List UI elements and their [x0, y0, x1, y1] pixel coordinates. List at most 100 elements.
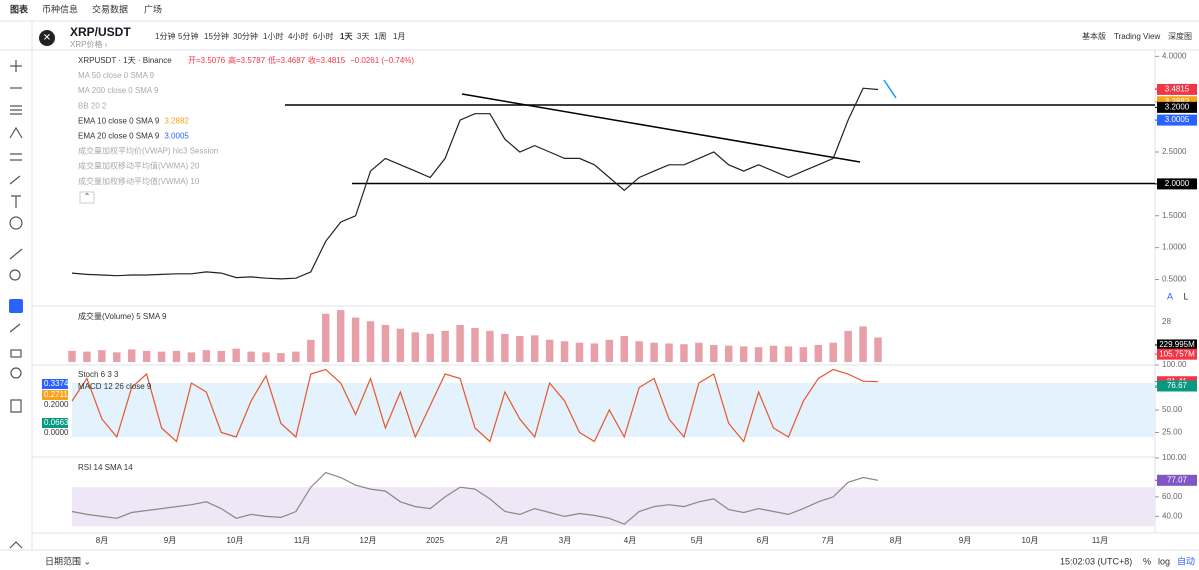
volume-bar — [680, 344, 688, 362]
macd-tag-label: 0.0663 — [44, 418, 69, 427]
x-axis-label: 11月 — [1092, 536, 1108, 545]
indicator-name: EMA 20 close 0 SMA 9 — [78, 132, 160, 141]
axis-tag — [1157, 348, 1197, 360]
tool-pencil[interactable] — [9, 323, 21, 333]
ohlc-change: −0.0261 (−0.74%) — [350, 56, 414, 65]
stoch-line — [71, 368, 879, 443]
x-axis-label: 9月 — [959, 536, 971, 545]
footer-range[interactable]: 日期范围 ⌄ — [45, 555, 91, 566]
tool-pattern[interactable] — [9, 126, 23, 139]
y-tick-label: 40.00 — [1162, 511, 1183, 520]
x-axis-label: 2025 — [426, 536, 444, 545]
drawn-trend-line — [461, 93, 861, 163]
symbol-sub[interactable]: XRP价格 › — [70, 39, 108, 49]
volume-bar — [471, 327, 479, 362]
axis-tag-label: 2.0000 — [1165, 179, 1190, 188]
tool-trash[interactable] — [10, 399, 22, 413]
view-button[interactable]: 深度图 — [1168, 31, 1192, 41]
interval-button[interactable]: 1周 — [374, 32, 386, 41]
scale-button[interactable]: L — [1183, 291, 1188, 301]
symbol-name[interactable]: XRP/USDT — [70, 25, 131, 39]
y-tick-label: 1.5000 — [1162, 211, 1187, 220]
macd-tag-label: 0.3374 — [44, 379, 69, 388]
volume-bar — [859, 326, 867, 362]
stoch-band — [72, 383, 1155, 437]
footer-pct[interactable]: % — [1143, 556, 1151, 566]
top-tab[interactable]: 币种信息 — [42, 3, 78, 14]
volume-bar — [754, 347, 763, 362]
axis-tag-label: 3.2882 — [1165, 97, 1190, 106]
tool-layers[interactable] — [9, 541, 23, 549]
macd-tag — [42, 428, 68, 438]
x-axis-label: 6月 — [757, 536, 769, 545]
tool-ruler[interactable] — [9, 248, 23, 260]
tool-fib[interactable] — [10, 153, 22, 161]
tool-text[interactable] — [11, 195, 21, 208]
tool-lock[interactable] — [10, 349, 22, 358]
interval-button[interactable]: 15分钟 — [204, 31, 229, 41]
interval-button[interactable]: 3天 — [357, 32, 369, 41]
volume-bar — [426, 333, 434, 362]
volume-bar — [277, 353, 285, 362]
interval-button[interactable]: 1小时 — [263, 31, 283, 41]
tool-channel[interactable] — [10, 105, 22, 115]
interval-button[interactable]: 5分钟 — [178, 31, 198, 41]
top-tab[interactable]: 图表 — [10, 3, 29, 14]
interval-button[interactable]: 4小时 — [288, 31, 308, 41]
indicator-name: BB 20 2 — [78, 101, 107, 110]
tool-magnet[interactable] — [9, 299, 23, 313]
axis-tag-label: 3.4815 — [1165, 85, 1190, 94]
macd-tag — [42, 379, 68, 389]
interval-button[interactable]: 1月 — [393, 32, 405, 41]
volume-bar — [814, 344, 823, 362]
x-axis-label: 12月 — [360, 536, 377, 545]
top-bar — [0, 0, 1199, 21]
volume-bar — [486, 330, 494, 362]
ohlc-close: 收=3.4815 — [308, 55, 346, 65]
macd-tag — [42, 390, 68, 400]
ohlc-low: 低=3.4687 — [268, 55, 306, 65]
volume-bar — [874, 337, 882, 362]
tool-eye[interactable] — [10, 367, 22, 379]
volume-bar — [605, 339, 614, 362]
axis-tag — [1157, 339, 1197, 351]
y-tick-label: 100.00 — [1162, 453, 1187, 462]
tool-emoji[interactable] — [9, 216, 23, 230]
x-axis-label: 5月 — [691, 536, 703, 545]
footer-auto[interactable]: 自动 — [1177, 555, 1195, 566]
view-button[interactable]: Trading View — [1114, 32, 1160, 41]
indicator-name: 成交量加权移动平均值(VWMA) 10 — [78, 176, 200, 186]
tool-cross[interactable] — [10, 60, 22, 72]
coin-icon-glyph: ✕ — [43, 33, 51, 44]
volume-bar — [501, 333, 509, 362]
interval-button[interactable]: 1天 — [340, 32, 353, 41]
tool-brush[interactable] — [9, 175, 21, 185]
interval-button[interactable]: 1分钟 — [155, 31, 175, 41]
view-button[interactable]: 基本版 — [1082, 31, 1106, 41]
x-axis-label: 10月 — [1022, 536, 1039, 545]
x-axis-label: 11月 — [294, 536, 310, 545]
top-tab[interactable]: 广场 — [144, 3, 162, 14]
interval-button[interactable]: 30分钟 — [233, 31, 258, 41]
top-tab[interactable]: 交易数据 — [92, 3, 128, 14]
volume-bar — [560, 341, 569, 362]
collapse-glyph: ⌃ — [84, 192, 91, 201]
interval-button[interactable]: 6小时 — [313, 31, 333, 41]
footer-log[interactable]: log — [1158, 556, 1170, 566]
volume-bar — [620, 336, 628, 362]
macd-tag-label: 0.2000 — [44, 400, 69, 409]
collapse-button[interactable] — [79, 191, 95, 204]
volume-bar — [590, 343, 599, 362]
volume-bar — [769, 345, 778, 362]
axis-tag-label: 77.07 — [1167, 475, 1188, 484]
volume-bar — [695, 342, 703, 362]
scale-button[interactable]: A — [1167, 291, 1173, 301]
price-line — [71, 87, 879, 280]
indicator-name: 成交量加权平均价(VWAP) hlc3 Session — [78, 146, 218, 156]
volume-bar — [844, 330, 852, 362]
volume-bar — [441, 330, 449, 362]
footer-time[interactable]: 15:02:03 (UTC+8) — [1060, 556, 1132, 566]
tool-zoom[interactable] — [9, 269, 21, 281]
